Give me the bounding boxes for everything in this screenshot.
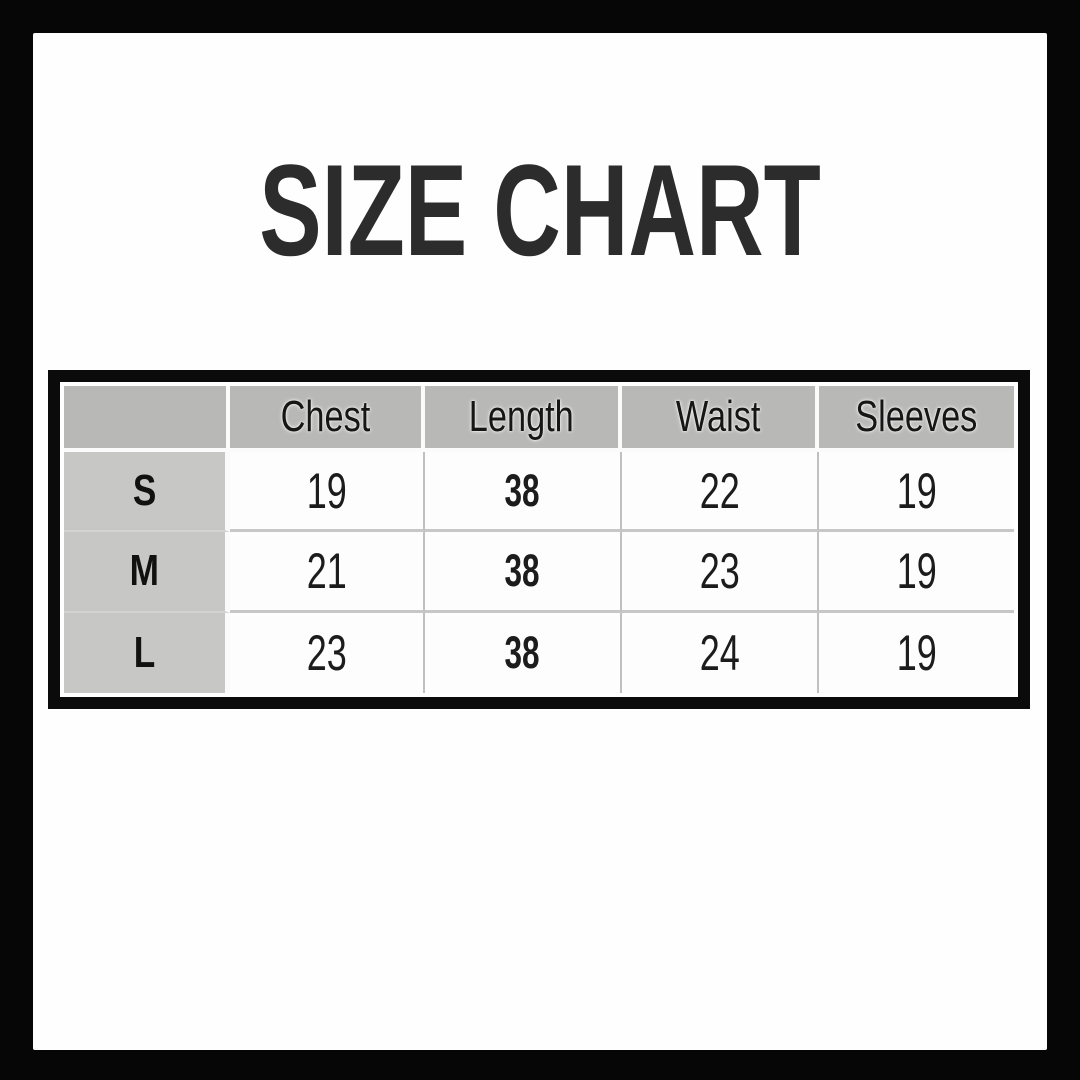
page-title: SIZE CHART <box>33 145 1047 275</box>
cell-s-waist: 22 <box>622 452 819 533</box>
cell-m-chest: 21 <box>230 532 425 613</box>
header-cell-sleeves: Sleeves <box>819 386 1014 452</box>
header-cell-waist: Waist <box>622 386 819 452</box>
content-canvas: SIZE CHART Chest Length Waist Sleeves <box>33 33 1047 1050</box>
size-chart-grid: Chest Length Waist Sleeves S 19 <box>64 386 1014 693</box>
row-label-m: M <box>64 532 230 613</box>
row-label-s: S <box>64 452 230 533</box>
cell-s-sleeves: 19 <box>819 452 1014 533</box>
cell-s-length: 38 <box>425 452 622 533</box>
size-chart-table: Chest Length Waist Sleeves S 19 <box>48 370 1030 709</box>
cell-l-length: 38 <box>425 612 622 693</box>
cell-l-sleeves: 19 <box>819 612 1014 693</box>
cell-m-length: 38 <box>425 532 622 613</box>
header-cell-length: Length <box>425 386 622 452</box>
cell-l-waist: 24 <box>622 612 819 693</box>
header-cell-chest: Chest <box>230 386 425 452</box>
cell-m-sleeves: 19 <box>819 532 1014 613</box>
cell-m-waist: 23 <box>622 532 819 613</box>
cell-l-chest: 23 <box>230 612 425 693</box>
row-label-l: L <box>64 612 230 693</box>
page-title-text: SIZE CHART <box>259 137 821 283</box>
header-cell-corner <box>64 386 230 452</box>
cell-s-chest: 19 <box>230 452 425 533</box>
